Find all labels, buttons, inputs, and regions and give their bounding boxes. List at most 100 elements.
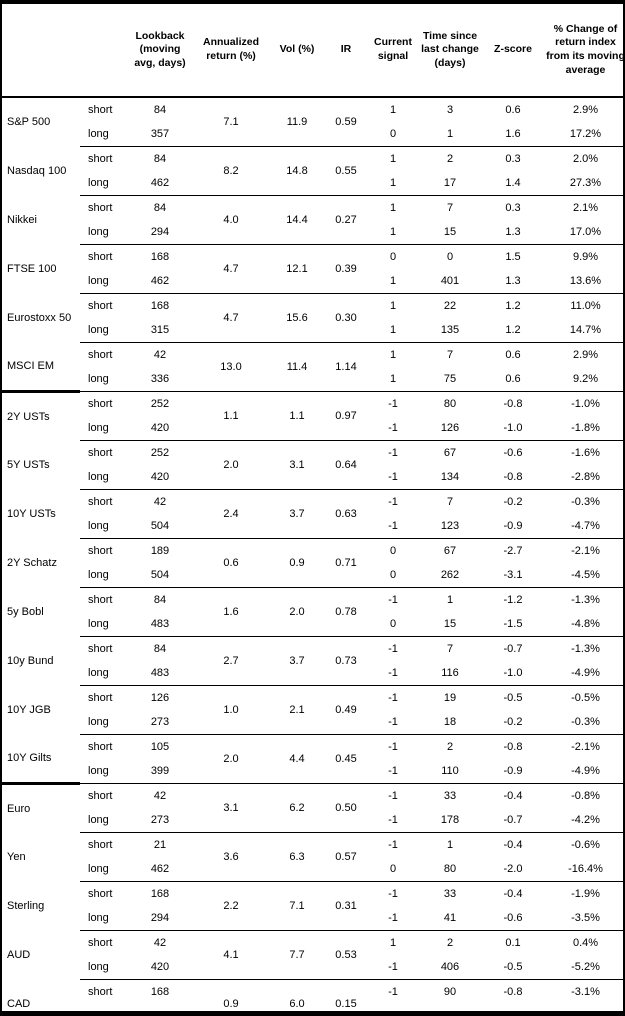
- table-row-long: long 357 0 1 1.6 17.2%: [2, 122, 623, 147]
- zscore-value: 0.6: [505, 373, 521, 385]
- zscore-value: -2.7: [482, 538, 544, 563]
- table-row-long: long 336 1 75 0.6 9.2%: [2, 367, 623, 392]
- current-signal-value: -1: [368, 587, 418, 612]
- lookback-value: 315: [150, 324, 170, 336]
- column-header-current-signal: Current signal: [368, 4, 418, 98]
- zscore-value: -0.5: [503, 961, 523, 973]
- table-row-short: 10Y Gilts short 105 2.0 4.4 0.45 -1 2 -0…: [2, 734, 623, 784]
- vol-value: 7.7: [270, 930, 324, 980]
- zscore-value: 1.5: [482, 244, 544, 269]
- current-signal-value: 1: [368, 195, 418, 220]
- vol-value: 14.4: [270, 195, 324, 245]
- lookback-value: 336: [150, 373, 170, 385]
- annualized-return-value: 2.0: [192, 734, 270, 784]
- pct-change-value: -3.1%: [544, 979, 623, 1004]
- lookback-value: 84: [128, 636, 192, 661]
- current-signal-value: 1: [368, 293, 418, 318]
- table-row-short: Sterling short 168 2.2 7.1 0.31 -1 33 -0…: [2, 881, 623, 931]
- time-since-value: 41: [443, 912, 457, 924]
- annualized-return-value: 8.2: [192, 146, 270, 196]
- current-signal-value: -1: [368, 881, 418, 906]
- column-header-ir: IR: [324, 4, 368, 98]
- current-signal-value: 1: [368, 96, 418, 122]
- lookback-value: 420: [150, 422, 170, 434]
- header-row: Lookback (moving avg, days) Annualized r…: [2, 4, 623, 98]
- leg-label: short: [80, 636, 128, 661]
- leg-label: long: [88, 569, 109, 581]
- annualized-return-value: 3.6: [192, 832, 270, 882]
- pct-change-value: -0.3%: [544, 489, 623, 514]
- lookback-value: 84: [128, 146, 192, 171]
- asset-name: 2Y Schatz: [7, 557, 57, 569]
- table-row-short: Nikkei short 84 4.0 14.4 0.27 1 7 0.3 2.…: [2, 195, 623, 245]
- lookback-value: 420: [150, 471, 170, 483]
- ir-value: 0.49: [324, 685, 368, 735]
- zscore-value: -0.8: [482, 979, 544, 1004]
- leg-label: short: [80, 146, 128, 171]
- annualized-return-value: 4.0: [192, 195, 270, 245]
- table-row-short: CAD short 168 0.9 6.0 0.15 -1 90 -0.8 -3…: [2, 979, 623, 1011]
- vol-value: 3.1: [270, 440, 324, 490]
- asset-name: 5y Bobl: [7, 606, 44, 618]
- table-header: Lookback (moving avg, days) Annualized r…: [2, 4, 623, 98]
- annualized-return-value: 4.1: [192, 930, 270, 980]
- table-row-short: MSCI EM short 42 13.0 11.4 1.14 1 7 0.6 …: [2, 342, 623, 392]
- time-since-value: 67: [418, 440, 482, 465]
- leg-label: short: [80, 832, 128, 857]
- ir-value: 0.27: [324, 195, 368, 245]
- annualized-return-value: 2.7: [192, 636, 270, 686]
- table-row-long: long 504 0 262 -3.1 -4.5%: [2, 563, 623, 588]
- ir-value: 0.59: [324, 96, 368, 147]
- pct-change-value: -2.8%: [571, 471, 600, 483]
- time-since-value: 33: [418, 881, 482, 906]
- asset-name: 10Y JGB: [7, 704, 51, 716]
- current-signal-value: 1: [368, 146, 418, 171]
- lookback-value: 84: [128, 195, 192, 220]
- zscore-value: 0.6: [482, 96, 544, 122]
- leg-label: long: [88, 520, 109, 532]
- time-since-value: 1: [418, 587, 482, 612]
- leg-label: short: [80, 293, 128, 318]
- ir-value: 0.57: [324, 832, 368, 882]
- lookback-value: 399: [150, 765, 170, 777]
- current-signal-value: -1: [368, 440, 418, 465]
- zscore-value: 1.3: [505, 275, 521, 287]
- lookback-value: 504: [150, 1010, 170, 1016]
- current-signal-value: -1: [368, 685, 418, 710]
- leg-label: long: [88, 1010, 109, 1016]
- lookback-value: 462: [150, 177, 170, 189]
- leg-label: short: [80, 930, 128, 955]
- lookback-value: 252: [128, 391, 192, 416]
- current-signal-value: -1: [388, 814, 398, 826]
- leg-label: short: [80, 440, 128, 465]
- column-header-pct-change-from-moving-average: % Change of return index from its moving…: [544, 4, 623, 98]
- column-header-vol: Vol (%): [270, 4, 324, 98]
- leg-label: long: [88, 667, 109, 679]
- current-signal-value: 1: [389, 177, 397, 189]
- table-row-long: long 462 1 17 1.4 27.3%: [2, 171, 623, 196]
- pct-change-value: -1.0%: [544, 391, 623, 416]
- time-since-value: 406: [440, 961, 460, 973]
- lookback-value: 42: [128, 489, 192, 514]
- pct-change-value: 2.9%: [544, 96, 623, 122]
- lookback-value: 42: [128, 783, 192, 808]
- vol-value: 11.9: [270, 96, 324, 147]
- time-since-value: 80: [443, 863, 457, 875]
- time-since-value: 75: [443, 373, 457, 385]
- current-signal-value: 1: [389, 275, 397, 287]
- zscore-value: -0.4: [482, 832, 544, 857]
- table-row-long: long 315 1 135 1.2 14.7%: [2, 318, 623, 343]
- time-since-value: 262: [440, 569, 460, 581]
- lookback-value: 462: [150, 863, 170, 875]
- annualized-return-value: 2.4: [192, 489, 270, 539]
- lookback-value: 168: [128, 293, 192, 318]
- time-since-value: 3: [418, 96, 482, 122]
- vol-value: 6.2: [270, 783, 324, 833]
- current-signal-value: 1: [368, 342, 418, 367]
- asset-name: Eurostoxx 50: [7, 312, 72, 324]
- pct-change-value: -0.5%: [544, 685, 623, 710]
- leg-label: short: [80, 391, 128, 416]
- current-signal-value: 0: [389, 863, 397, 875]
- current-signal-value: -1: [388, 422, 398, 434]
- pct-change-value: 17.0%: [569, 226, 602, 238]
